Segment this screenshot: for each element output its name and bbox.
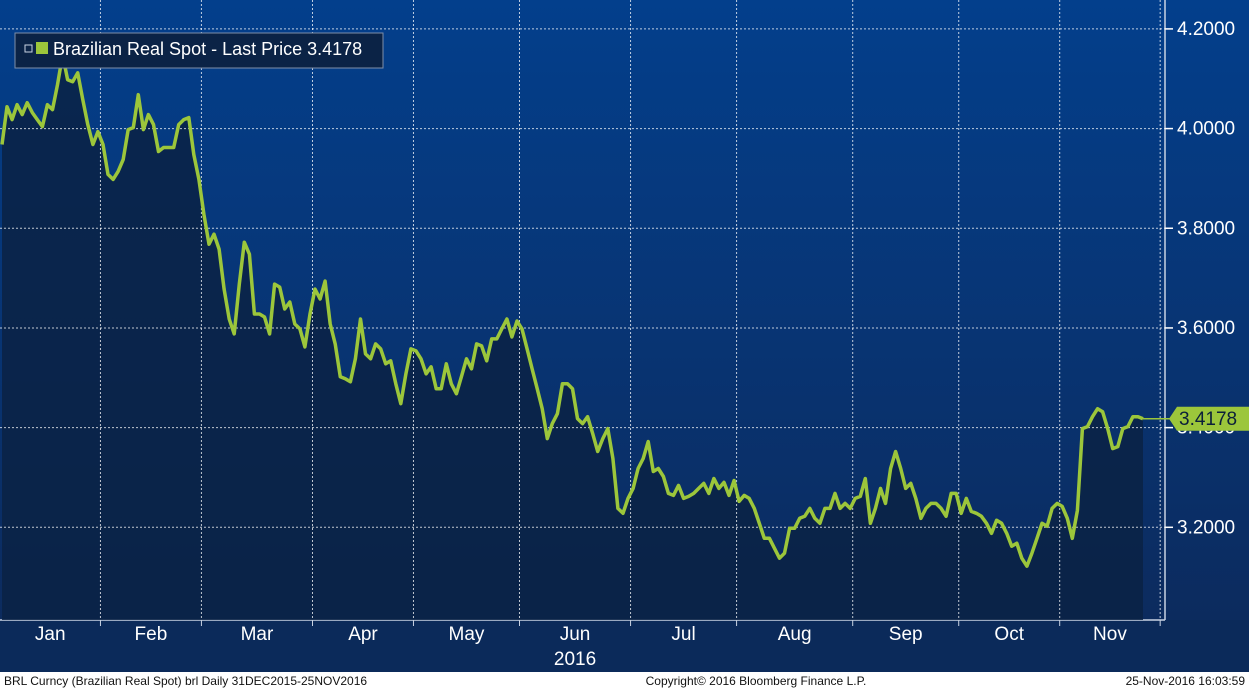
legend: Brazilian Real Spot - Last Price 3.4178 [14, 32, 384, 69]
x-tick-label: Jun [560, 624, 591, 645]
last-price-label: 3.4178 [1179, 409, 1237, 430]
footer-copyright: Copyright© 2016 Bloomberg Finance L.P. [646, 674, 867, 688]
footer-band [0, 672, 1249, 690]
y-tick-label: 3.8000 [1177, 218, 1235, 239]
last-price-tag [1169, 406, 1249, 431]
x-tick-label: Apr [348, 624, 378, 645]
x-tick-label: Jul [671, 624, 695, 645]
x-tick-label: May [449, 624, 485, 645]
area-fill [2, 54, 1143, 621]
footer-timestamp: 25-Nov-2016 16:03:59 [1126, 674, 1246, 688]
x-tick-label: Oct [994, 624, 1024, 645]
y-tick-label: 3.6000 [1177, 318, 1235, 339]
y-tick-label: 3.2000 [1177, 517, 1235, 538]
footer-left: BRL Curncy (Brazilian Real Spot) brl Dai… [4, 674, 367, 688]
x-tick-label: Jan [35, 624, 66, 645]
y-tick-label: 4.2000 [1177, 19, 1235, 40]
x-year-label: 2016 [554, 649, 596, 670]
legend-box [14, 32, 384, 69]
x-tick-label: Nov [1093, 624, 1127, 645]
x-tick-label: Aug [778, 624, 812, 645]
legend-swatch [36, 42, 48, 54]
x-tick-label: Mar [241, 624, 274, 645]
legend-label: Brazilian Real Spot - Last Price 3.4178 [53, 39, 362, 59]
legend-toggle [24, 44, 33, 53]
y-tick-label: 4.0000 [1177, 119, 1235, 140]
price-line [0, 53, 1144, 568]
x-axis-band [0, 620, 1249, 672]
x-tick-label: Feb [135, 624, 168, 645]
x-tick-label: Sep [889, 624, 923, 645]
